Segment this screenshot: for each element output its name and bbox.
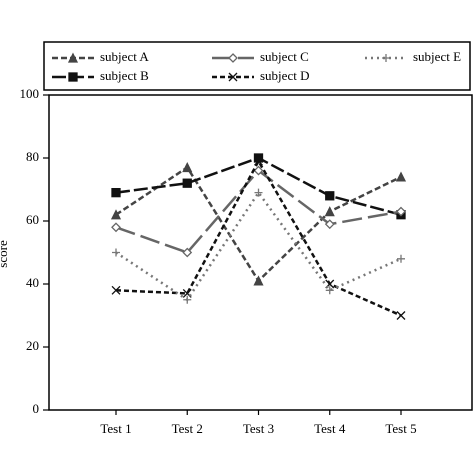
marker	[112, 248, 120, 257]
x-tick-label: Test 4	[314, 421, 346, 436]
y-tick-label: 80	[26, 149, 39, 164]
marker	[325, 191, 335, 201]
marker	[325, 286, 334, 295]
legend-label: subject C	[260, 49, 309, 64]
y-tick-label: 40	[26, 275, 39, 290]
marker	[254, 156, 263, 166]
marker	[396, 206, 406, 217]
y-axis-label: score	[0, 240, 10, 268]
marker	[396, 311, 406, 320]
marker	[254, 188, 263, 197]
marker	[228, 72, 238, 82]
marker	[182, 178, 192, 188]
series-line	[115, 165, 402, 283]
marker	[397, 254, 405, 263]
legend-label: subject A	[100, 49, 149, 64]
marker	[324, 206, 335, 217]
y-tick-label: 60	[26, 212, 39, 227]
y-tick-label: 100	[20, 86, 40, 101]
series-line	[115, 168, 402, 254]
marker	[324, 219, 335, 230]
marker	[111, 222, 121, 233]
y-tick-label: 20	[26, 338, 39, 353]
x-tick-label: Test 3	[243, 421, 274, 436]
marker	[111, 285, 121, 295]
x-tick-label: Test 1	[100, 421, 131, 436]
marker	[183, 295, 192, 304]
marker	[253, 275, 264, 286]
marker	[111, 187, 121, 198]
marker	[68, 72, 78, 82]
marker	[182, 161, 193, 173]
marker	[228, 53, 238, 63]
marker	[395, 171, 407, 182]
x-tick-label: Test 5	[385, 421, 416, 436]
marker	[182, 247, 193, 258]
marker	[110, 209, 122, 220]
legend-box	[43, 41, 471, 91]
legend-label: subject D	[260, 68, 309, 83]
marker	[253, 165, 264, 176]
marker	[382, 54, 390, 62]
plot-frame	[48, 94, 473, 411]
legend-label: subject E	[413, 49, 461, 64]
x-tick-label: Test 2	[172, 421, 203, 436]
marker	[182, 288, 192, 298]
y-tick-label: 0	[33, 401, 40, 416]
series-line	[115, 190, 402, 302]
legend-label: subject B	[100, 68, 149, 83]
series-line	[115, 158, 402, 317]
marker	[67, 52, 79, 63]
